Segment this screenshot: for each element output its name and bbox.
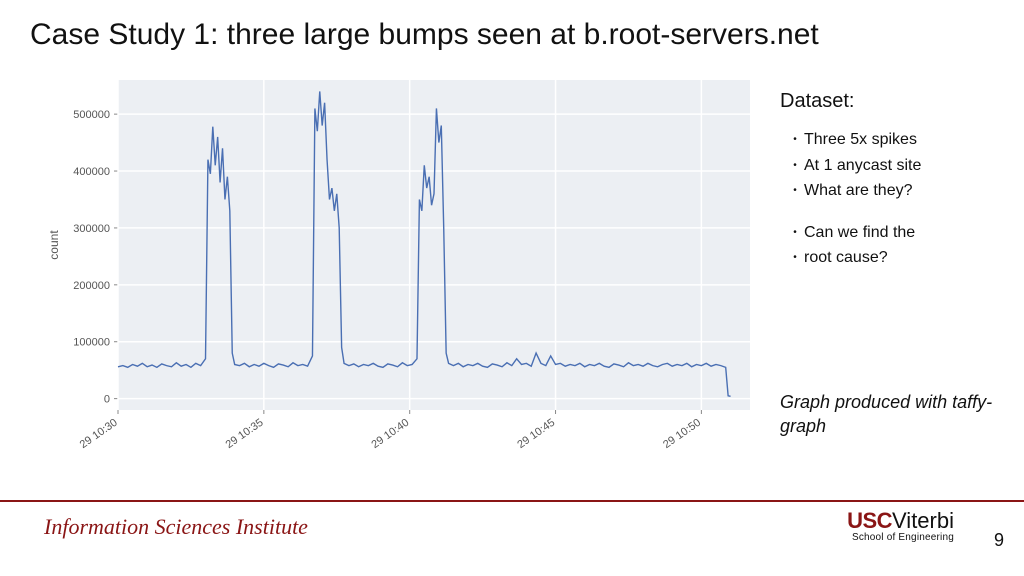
svg-text:400000: 400000 <box>73 166 110 178</box>
school-text: School of Engineering <box>847 532 954 543</box>
bullet-dot-icon: • <box>786 183 804 199</box>
bullet-dot-icon: • <box>786 225 804 241</box>
bullet-item: •What are they? <box>786 178 1010 204</box>
footer-divider <box>0 500 1024 502</box>
svg-text:29 10:45: 29 10:45 <box>515 417 557 451</box>
bullet-dot-icon: • <box>786 132 804 148</box>
dataset-bullets-2: •Can we find the•root cause? <box>786 220 1010 271</box>
usc-text: USC <box>847 508 892 533</box>
bullet-text: What are they? <box>804 178 913 204</box>
svg-text:500000: 500000 <box>73 109 110 121</box>
page-number: 9 <box>994 530 1004 551</box>
bullet-dot-icon: • <box>786 158 804 174</box>
dataset-bullets-1: •Three 5x spikes•At 1 anycast site•What … <box>786 127 1010 204</box>
chart-caption: Graph produced with taffy-graph <box>780 390 1000 439</box>
svg-text:count: count <box>47 230 61 260</box>
bullet-item: •At 1 anycast site <box>786 153 1010 179</box>
footer-institute: Information Sciences Institute <box>44 514 308 540</box>
svg-text:29 10:30: 29 10:30 <box>78 417 120 451</box>
svg-text:100000: 100000 <box>73 337 110 349</box>
svg-text:29 10:40: 29 10:40 <box>369 417 411 451</box>
page-title: Case Study 1: three large bumps seen at … <box>30 18 819 52</box>
svg-text:29 10:35: 29 10:35 <box>224 417 266 451</box>
dataset-heading: Dataset: <box>780 90 1010 113</box>
count-chart: 0 100000 200000 300000 400000 500000 29 10:30 2… <box>40 70 760 480</box>
bullet-item: •Can we find the <box>786 220 1010 246</box>
bullet-text: Three 5x spikes <box>804 127 917 153</box>
svg-text:200000: 200000 <box>73 280 110 292</box>
footer-logo: USCViterbi School of Engineering <box>847 508 954 543</box>
bullet-text: Can we find the <box>804 220 915 246</box>
svg-text:29 10:50: 29 10:50 <box>661 417 703 451</box>
svg-text:300000: 300000 <box>73 223 110 235</box>
viterbi-text: Viterbi <box>892 508 954 533</box>
bullet-item: •root cause? <box>786 245 1010 271</box>
bullet-text: At 1 anycast site <box>804 153 921 179</box>
dataset-sidebar: Dataset: •Three 5x spikes•At 1 anycast s… <box>780 90 1010 271</box>
bullet-text: root cause? <box>804 245 888 271</box>
bullet-item: •Three 5x spikes <box>786 127 1010 153</box>
svg-text:0: 0 <box>104 394 110 406</box>
bullet-dot-icon: • <box>786 250 804 266</box>
